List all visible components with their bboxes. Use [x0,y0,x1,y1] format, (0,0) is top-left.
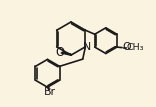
Text: N: N [83,42,91,52]
Text: O: O [55,46,64,59]
Text: CH₃: CH₃ [126,43,144,52]
Text: Br: Br [44,87,56,97]
Text: O: O [122,42,131,52]
